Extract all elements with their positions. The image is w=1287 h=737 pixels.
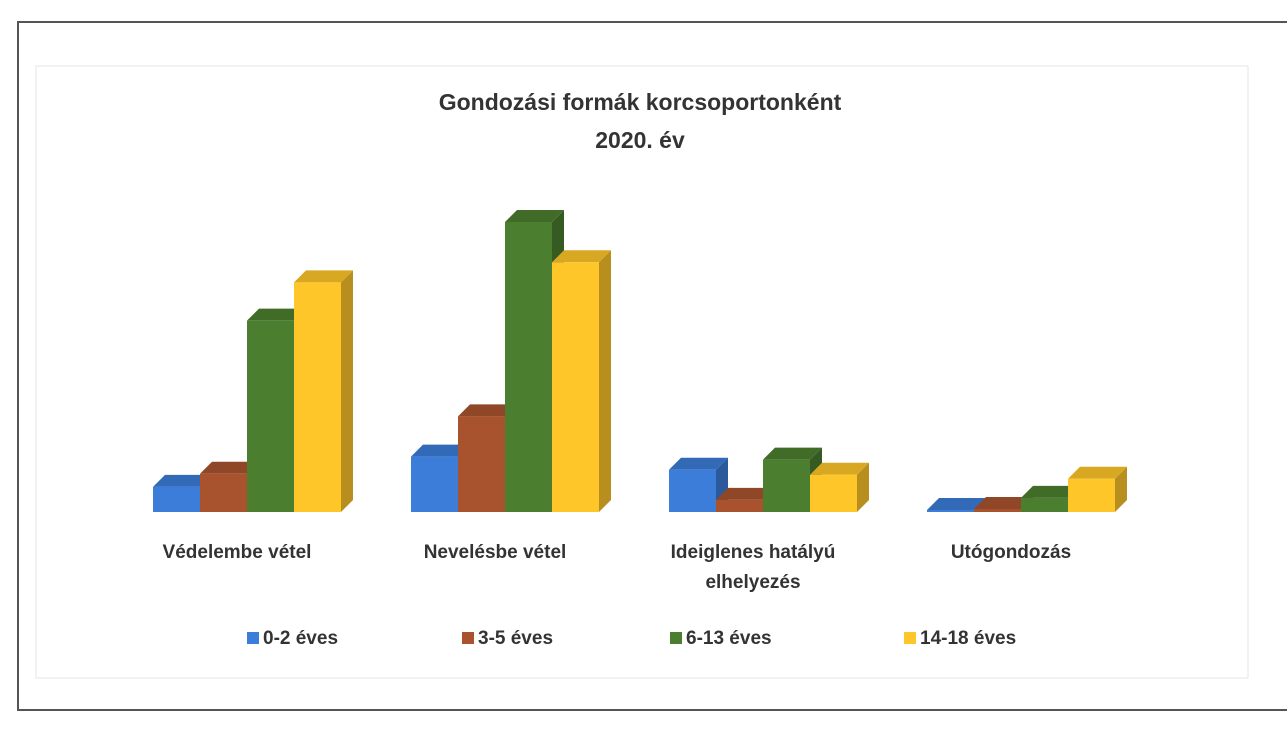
bar-front xyxy=(200,473,247,512)
bar-top xyxy=(200,461,259,474)
bar-side xyxy=(1115,466,1127,512)
legend-swatch xyxy=(462,632,474,644)
x-tick-label: Védelembe vétel xyxy=(162,542,312,563)
bar-side xyxy=(341,270,353,512)
bar-front xyxy=(669,469,716,512)
bar-front xyxy=(716,499,763,512)
bar-top xyxy=(810,462,869,475)
bar-side xyxy=(857,462,869,512)
bar-front xyxy=(552,262,599,512)
bar-front xyxy=(1068,478,1115,512)
bar-top xyxy=(552,250,611,263)
legend-swatch xyxy=(670,632,682,644)
x-tick-label: Utógondozás xyxy=(950,542,1072,563)
bar-top xyxy=(763,447,822,460)
bar-top xyxy=(974,496,1033,509)
bar-top xyxy=(458,404,517,417)
bar-front xyxy=(153,486,200,512)
legend-swatch xyxy=(904,632,916,644)
bar-top xyxy=(1021,485,1080,498)
x-tick-label: Nevelésbe vétel xyxy=(423,542,567,563)
bar-top xyxy=(153,474,212,487)
bar-front xyxy=(974,508,1021,512)
bar xyxy=(810,462,869,512)
bar-side xyxy=(599,250,611,512)
x-tick-label: Ideiglenes hatályú elhelyezés xyxy=(670,542,836,593)
bar-front xyxy=(411,456,458,512)
bar-top xyxy=(716,487,775,500)
legend-label: 3-5 éves xyxy=(478,628,553,649)
bar-top xyxy=(669,457,728,470)
bar-front xyxy=(763,459,810,512)
frame xyxy=(17,21,1287,711)
chart-title: Gondozási formák korcsoportonként xyxy=(439,89,842,115)
bar-front xyxy=(1021,497,1068,512)
bar-front xyxy=(505,222,552,512)
bar-front xyxy=(458,416,505,512)
bar-top xyxy=(411,444,470,457)
bar-front xyxy=(294,282,341,512)
legend-label: 14-18 éves xyxy=(920,628,1016,649)
bar xyxy=(1068,466,1127,512)
legend-label: 0-2 éves xyxy=(263,628,338,649)
bar xyxy=(552,250,611,512)
bar-front xyxy=(247,320,294,512)
bar-top xyxy=(505,210,564,222)
legend-label: 6-13 éves xyxy=(686,628,772,649)
bar-front xyxy=(927,509,974,512)
bar xyxy=(763,447,822,512)
bar-top xyxy=(927,497,986,510)
plot-area xyxy=(35,65,1249,679)
bar-top xyxy=(247,308,306,321)
bar-top xyxy=(294,270,353,283)
bar-top xyxy=(1068,466,1127,479)
bar xyxy=(669,457,728,512)
bar-front xyxy=(810,474,857,512)
bar xyxy=(294,270,353,512)
legend-swatch xyxy=(247,632,259,644)
chart-subtitle: 2020. év xyxy=(595,127,685,153)
